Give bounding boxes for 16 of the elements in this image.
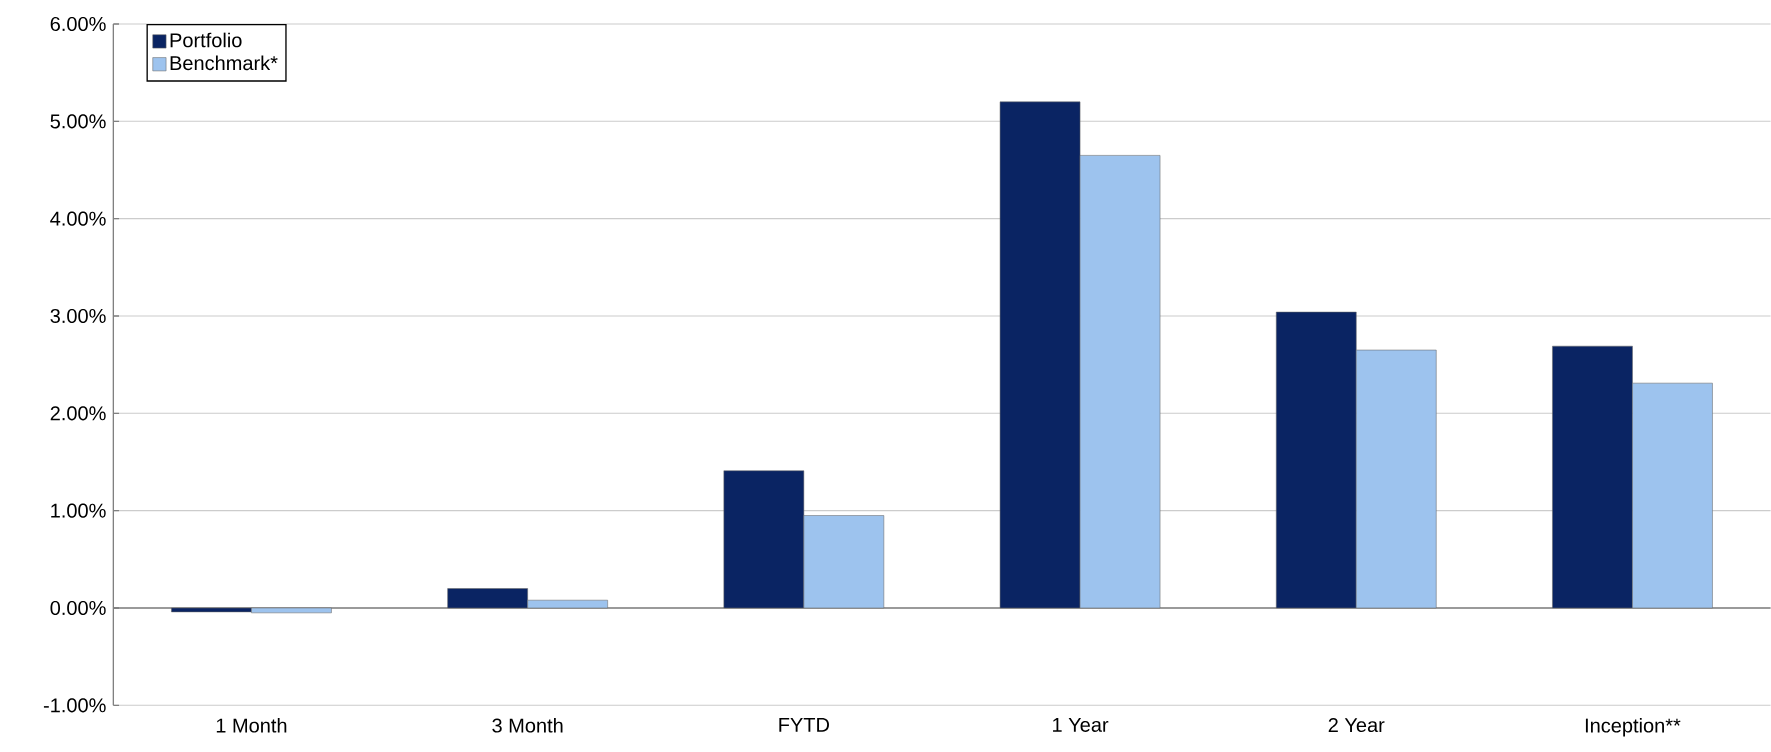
- x-tick-label: 2 Year: [1328, 717, 1385, 733]
- y-tick-label: 1.00%: [51, 503, 106, 518]
- y-tick-label: -1.00%: [43, 698, 106, 713]
- x-tick-label: 3 Month: [492, 717, 563, 733]
- y-tick-label: 6.00%: [50, 16, 106, 32]
- legend-label: Portfolio: [170, 32, 242, 48]
- x-tick-label: 1 Year: [1053, 717, 1109, 732]
- y-tick-label: 0.00%: [50, 600, 106, 616]
- y-tick-label: 4.00%: [50, 211, 106, 226]
- y-tick-label: 2.00%: [50, 406, 106, 421]
- y-tick-label: 5.00%: [50, 114, 106, 129]
- legend-label: Benchmark*: [170, 55, 278, 71]
- x-tick-label: 1 Month: [216, 717, 287, 733]
- y-tick-label: 3.00%: [50, 308, 106, 324]
- x-tick-label: Inception**: [1585, 717, 1681, 737]
- x-tick-label: FYTD: [779, 717, 830, 732]
